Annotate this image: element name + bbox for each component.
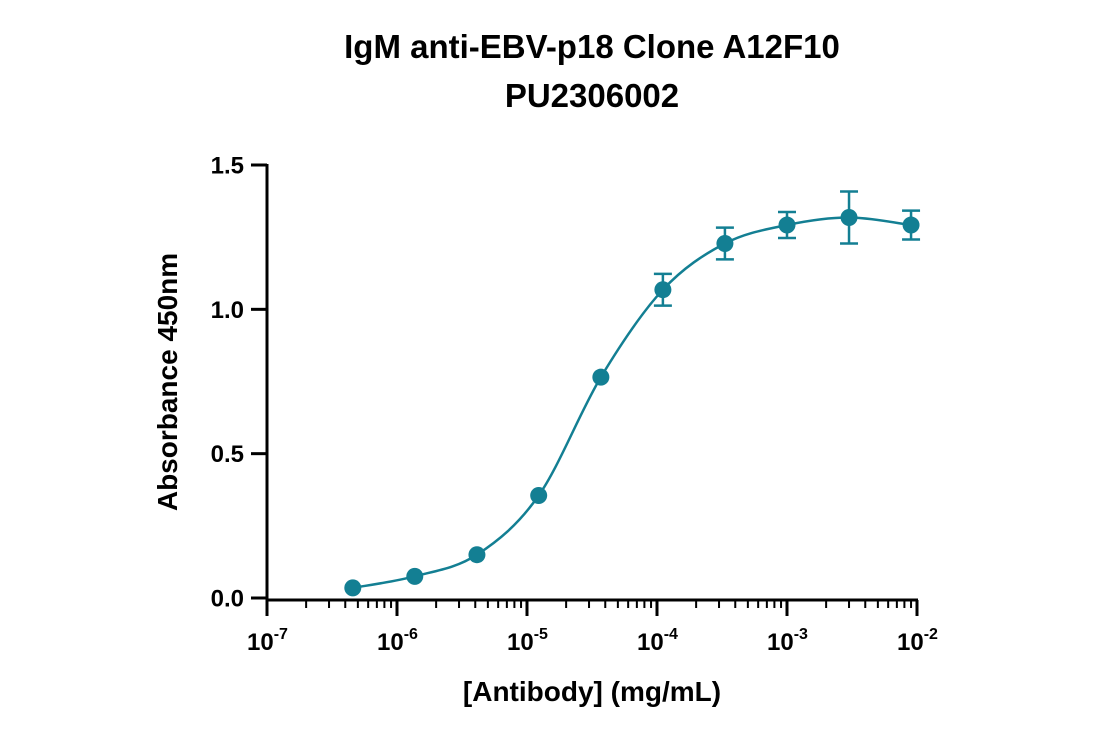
y-ticks: 0.0 0.5 1.0 1.5 [211, 153, 267, 613]
x-tick-label: 10-7 [247, 626, 288, 656]
x-tick-base: 10 [507, 629, 534, 656]
chart-title-line-2: PU2306002 [505, 77, 679, 114]
x-ticks: 10-7 10-6 10-5 10-4 10-3 10-2 [247, 600, 938, 656]
x-tick-label: 10-3 [767, 626, 808, 656]
data-point [778, 216, 796, 234]
x-tick-exponent: -4 [664, 626, 678, 643]
x-tick-label: 10-5 [507, 626, 548, 656]
chart-title-line-1: IgM anti-EBV-p18 Clone A12F10 [344, 28, 840, 65]
x-tick-exponent: -7 [274, 626, 288, 643]
x-tick-label: 10-6 [377, 626, 418, 656]
data-point [840, 209, 858, 227]
x-tick-exponent: -6 [404, 626, 418, 643]
y-tick-label: 1.0 [211, 297, 244, 324]
series-line [352, 216, 912, 590]
data-point [406, 567, 424, 585]
data-point [592, 368, 610, 386]
x-tick-base: 10 [897, 629, 924, 656]
data-point [716, 235, 734, 253]
y-tick-label: 0.5 [211, 441, 244, 468]
x-tick-exponent: -5 [534, 626, 548, 643]
data-point [468, 546, 486, 564]
data-point [654, 281, 672, 299]
axes [265, 164, 918, 602]
x-tick-base: 10 [377, 629, 404, 656]
x-tick-exponent: -3 [794, 626, 808, 643]
x-tick-base: 10 [637, 629, 664, 656]
y-axis-label: Absorbance 450nm [152, 253, 183, 511]
y-tick-label: 1.5 [211, 153, 244, 180]
data-point [344, 579, 362, 597]
x-tick-exponent: -2 [924, 626, 938, 643]
x-tick-label: 10-4 [637, 626, 678, 656]
plot-layer [344, 190, 921, 597]
x-tick-base: 10 [247, 629, 274, 656]
data-point [902, 216, 920, 234]
y-tick-label: 0.0 [211, 586, 244, 613]
x-tick-base: 10 [767, 629, 794, 656]
x-axis-label: [Antibody] (mg/mL) [463, 676, 721, 707]
data-point [530, 487, 548, 505]
x-tick-label: 10-2 [897, 626, 938, 656]
